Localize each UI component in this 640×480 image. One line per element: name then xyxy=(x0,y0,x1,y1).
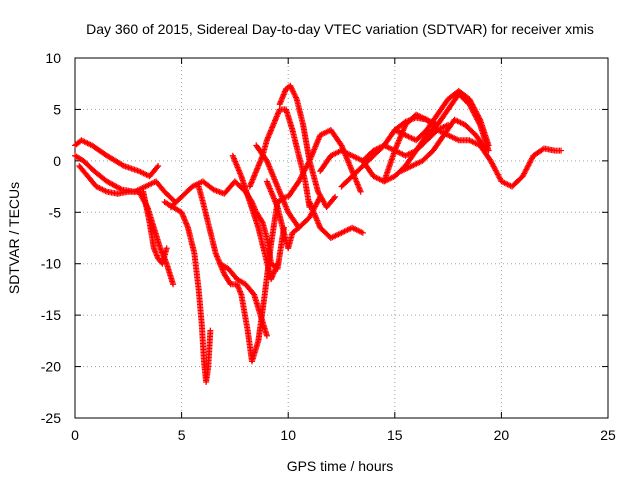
y-tick-label: -25 xyxy=(41,410,61,426)
data-point xyxy=(163,245,170,252)
plot-frame xyxy=(74,57,609,419)
series-arc9 xyxy=(229,152,281,283)
x-tick-label: 25 xyxy=(600,427,616,443)
data-point xyxy=(154,164,161,171)
series-arc1 xyxy=(72,137,162,180)
series-arc15 xyxy=(306,199,366,241)
data-point xyxy=(359,229,366,236)
data-points xyxy=(72,82,565,385)
data-point xyxy=(207,327,214,334)
data-point xyxy=(274,260,281,267)
y-tick-label: -10 xyxy=(41,256,61,272)
x-tick-label: 20 xyxy=(494,427,510,443)
data-point xyxy=(332,193,339,200)
series-arc13 xyxy=(276,82,339,211)
x-tick-label: 5 xyxy=(178,427,186,443)
series-arc14 xyxy=(285,127,364,200)
y-tick-label: -15 xyxy=(41,307,61,323)
y-tick-labels: -25 -20 -15 -10 -5 0 5 10 xyxy=(41,50,61,426)
data-point xyxy=(170,281,177,288)
series-arc4 xyxy=(140,188,170,267)
data-point xyxy=(485,142,492,149)
x-tick-label: 0 xyxy=(71,427,79,443)
data-point xyxy=(476,115,483,122)
data-point xyxy=(331,195,338,202)
x-axis-label: GPS time / hours xyxy=(287,458,394,474)
y-tick-label: -20 xyxy=(41,359,61,375)
y-tick-label: -5 xyxy=(49,204,62,220)
series-arc8 xyxy=(216,260,270,339)
y-tick-label: 0 xyxy=(53,153,61,169)
data-point xyxy=(558,147,565,154)
data-point xyxy=(483,147,490,154)
x-tick-label: 10 xyxy=(280,427,296,443)
chart-title: Day 360 of 2015, Sidereal Day-to-day VTE… xyxy=(86,21,594,37)
y-tick-label: 5 xyxy=(53,101,61,117)
x-tick-label: 15 xyxy=(387,427,403,443)
tick-marks xyxy=(74,57,609,419)
data-point xyxy=(305,159,312,166)
series-arc12 xyxy=(263,178,302,252)
data-point xyxy=(295,224,302,231)
y-axis-label: SDTVAR / TECUs xyxy=(6,182,22,294)
data-point xyxy=(482,146,489,153)
data-point xyxy=(119,162,126,169)
data-point xyxy=(294,225,301,232)
data-point xyxy=(155,163,162,169)
series-arc20 xyxy=(391,87,492,149)
data-point xyxy=(263,332,270,339)
data-point xyxy=(258,218,265,225)
y-tick-label: 10 xyxy=(45,50,61,66)
series-arc21 xyxy=(398,116,490,175)
data-point xyxy=(357,188,364,195)
x-tick-labels: 0 5 10 15 20 25 xyxy=(71,427,616,443)
